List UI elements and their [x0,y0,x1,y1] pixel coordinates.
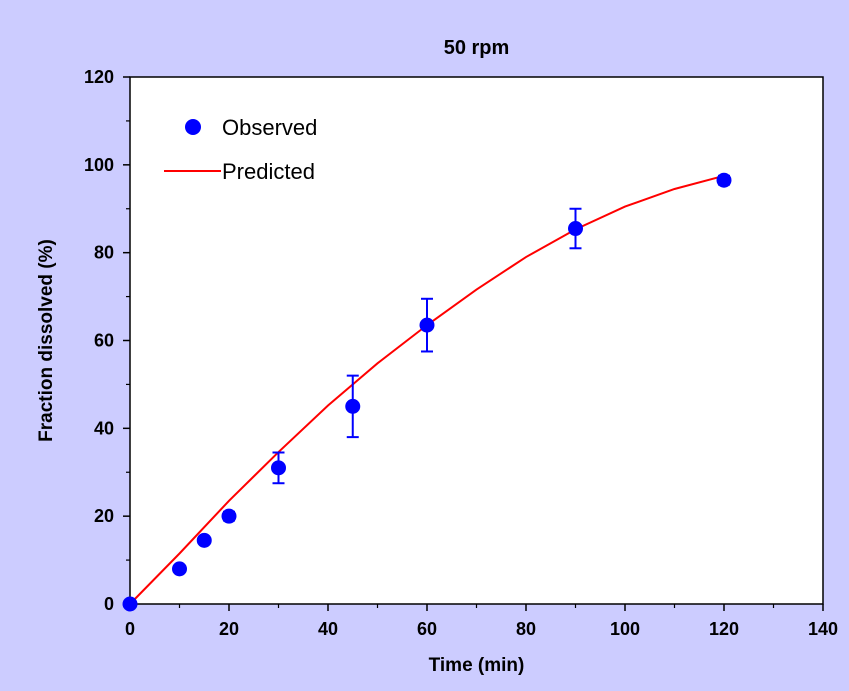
observed-point [271,460,286,476]
x-tick-label: 60 [417,619,437,639]
y-tick-label: 0 [104,594,114,614]
x-tick-label: 120 [709,619,739,639]
x-tick-label: 100 [610,619,640,639]
x-tick-label: 20 [219,619,239,639]
y-tick-label: 120 [84,67,114,87]
observed-point [345,398,361,414]
legend: Observed Predicted [164,115,317,184]
chart-title: 50 rpm [444,37,510,59]
x-axis-label: Time (min) [429,655,525,676]
x-tick-label: 80 [516,619,536,639]
x-tick-label: 140 [808,619,838,639]
observed-point [172,561,187,577]
data-layer [122,172,732,612]
axes: 0 20 40 60 80 100 120 140 0 20 40 60 80 100 120 [84,67,838,639]
observed-point [122,596,138,612]
y-tick-label: 40 [94,418,114,438]
y-tick-label: 60 [94,331,114,351]
observed-point [221,508,237,524]
legend-predicted-label: Predicted [222,159,315,184]
observed-point [419,317,435,333]
x-tick-label: 40 [318,619,338,639]
observed-point [568,221,583,237]
y-tick-label: 100 [84,155,114,175]
x-tick-label: 0 [125,619,135,639]
plot-area [129,76,824,605]
observed-point [716,172,732,188]
y-tick-label: 80 [94,243,114,263]
y-axis-label: Fraction dissolved (%) [36,239,57,442]
legend-observed-marker [185,119,201,135]
y-tick-label: 20 [94,506,114,526]
observed-point [196,532,212,548]
legend-observed-label: Observed [222,115,317,140]
